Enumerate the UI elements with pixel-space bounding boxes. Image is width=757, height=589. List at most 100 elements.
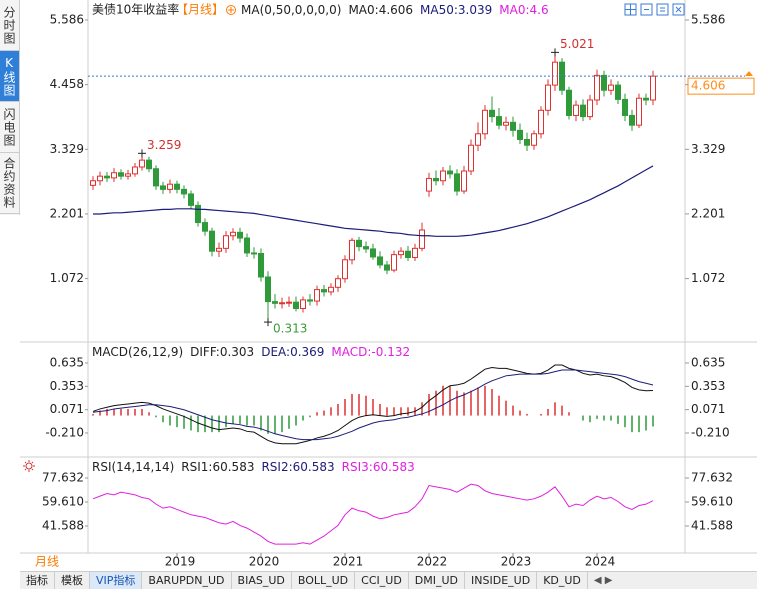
y-tick-label-right: 0.071	[691, 402, 725, 416]
y-tick-label-right: 41.588	[691, 518, 733, 532]
candle-body	[202, 222, 208, 232]
x-tick-label: 2021	[333, 555, 364, 569]
candle-body	[377, 256, 383, 266]
bottom-tab[interactable]: KD_UD	[537, 572, 588, 589]
candle-body	[146, 159, 152, 170]
y-tick-label: 0.071	[50, 402, 84, 416]
candle-body	[405, 250, 411, 259]
period-tag[interactable]: 【月线】	[176, 3, 224, 17]
up-arrow-icon	[745, 71, 753, 76]
candle-body	[349, 239, 355, 261]
y-tick-label-right: 77.632	[691, 471, 733, 485]
y-tick-label: 77.632	[42, 471, 84, 485]
candle-body	[118, 172, 124, 177]
candle-body	[125, 173, 131, 177]
legend: MACD(26,12,9) DIFF:0.303 DEA:0.369 MACD:-0.…	[92, 345, 410, 359]
candle-body	[90, 180, 96, 186]
candle-body	[643, 97, 649, 101]
bottom-tab[interactable]: DMI_UD	[409, 572, 466, 589]
toolbar[interactable]	[624, 3, 685, 16]
legend-item: DEA:0.369	[261, 345, 324, 359]
side-tab[interactable]: 合约资料	[0, 153, 19, 214]
candle-body	[328, 286, 334, 293]
candle-body	[531, 133, 537, 146]
y-tick-label-right: -0.210	[691, 425, 730, 439]
sidebar: 分时图 K线图 闪电图 合约资料	[0, 0, 20, 215]
scroll-arrows[interactable]: ◀ ▶	[593, 575, 613, 586]
legend-item: MACD(26,12,9)	[92, 345, 183, 359]
candle-body	[573, 104, 579, 116]
candle-body	[629, 114, 635, 126]
candle-body	[181, 188, 187, 195]
y-tick-label: 3.329	[50, 142, 84, 156]
y-tick-label-right: 3.329	[691, 142, 725, 156]
legend: RSI(14,14,14) RSI1:60.583 RSI2:60.583 RSI3:…	[92, 460, 415, 474]
y-tick-label-right: 2.201	[691, 206, 725, 220]
legend-item: RSI3:60.583	[342, 460, 415, 474]
candle-body	[601, 74, 607, 91]
candle-body	[608, 84, 614, 91]
candle-body	[475, 133, 481, 146]
candle-body	[447, 170, 453, 175]
legend-item: MA0:4.606	[348, 3, 413, 17]
bottom-tab[interactable]: BIAS_UD	[232, 572, 292, 589]
candle-body	[265, 276, 271, 303]
candle-body	[132, 166, 138, 175]
candle-body	[293, 301, 299, 309]
side-tab[interactable]: 分时图	[0, 0, 19, 51]
candle-body	[286, 301, 292, 304]
bottom-tab[interactable]: BARUPDN_UD	[142, 572, 232, 589]
legend-item: DIFF:0.303	[190, 345, 254, 359]
rsi-settings-icon[interactable]	[23, 460, 35, 472]
ma50-line	[93, 165, 654, 237]
side-tab[interactable]: K线图	[0, 51, 19, 102]
candle-body	[188, 193, 194, 206]
panel: 5.5865.5864.4584.4583.3293.3292.2012.201…	[50, 3, 755, 569]
candle-body	[363, 246, 369, 250]
panel: 0.635 0.635 0.353 0.353 0.071 0.071 -0.210 -0.2…	[45, 345, 730, 445]
bottom-tab[interactable]: BOLL_UD	[292, 572, 356, 589]
candle-body	[461, 170, 467, 192]
add-icon[interactable]	[226, 5, 236, 15]
candle-body	[454, 173, 460, 192]
candle-body	[615, 84, 621, 100]
candle-body	[489, 109, 495, 118]
bottom-tab[interactable]: 指标	[20, 572, 55, 589]
candle-body	[251, 252, 257, 255]
legend: MA(0,50,0,0,0,0) MA0:4.606 MA50:3.039 MA0:4…	[241, 3, 549, 17]
candle-body	[433, 177, 439, 182]
bottom-tab[interactable]: 模板	[55, 572, 90, 589]
diff-line	[92, 364, 654, 445]
bottom-tabs: 指标 模板 VIP指标 BARUPDN_UD BIAS_UD BOLL_UD CCI_UD D…	[20, 571, 757, 589]
bottom-tab[interactable]: VIP指标	[90, 572, 143, 589]
y-tick-label: 59.610	[42, 495, 84, 509]
candle-body	[552, 61, 558, 86]
side-tab[interactable]: 闪电图	[0, 102, 19, 153]
x-tick-label: 2024	[585, 555, 616, 569]
candle-body	[468, 144, 474, 172]
x-tick-label: 2020	[249, 555, 280, 569]
y-tick-label: 0.353	[50, 379, 84, 393]
candle-body	[153, 168, 159, 187]
legend-item: MA0:4.6	[499, 3, 548, 17]
candle-body	[307, 299, 313, 302]
candle-body	[580, 104, 586, 118]
bottom-tab[interactable]: INSIDE_UD	[465, 572, 538, 589]
bottom-tab[interactable]: CCI_UD	[355, 572, 409, 589]
candle-body	[419, 229, 425, 249]
candle-body	[230, 231, 236, 237]
y-tick-label-right: 0.635	[691, 355, 725, 369]
candle-body	[195, 204, 201, 224]
candle-body	[650, 75, 656, 101]
candle-body	[636, 97, 642, 126]
candle-body	[216, 247, 222, 252]
candle-body	[370, 248, 376, 258]
candle-body	[258, 253, 264, 278]
last-price-label: 4.606	[691, 79, 725, 93]
candle-body	[342, 259, 348, 280]
candle-body	[524, 139, 530, 146]
period-label[interactable]: 月线	[35, 555, 59, 569]
candle-body	[412, 247, 418, 259]
candle-body	[160, 185, 166, 190]
candle-body	[209, 230, 215, 252]
